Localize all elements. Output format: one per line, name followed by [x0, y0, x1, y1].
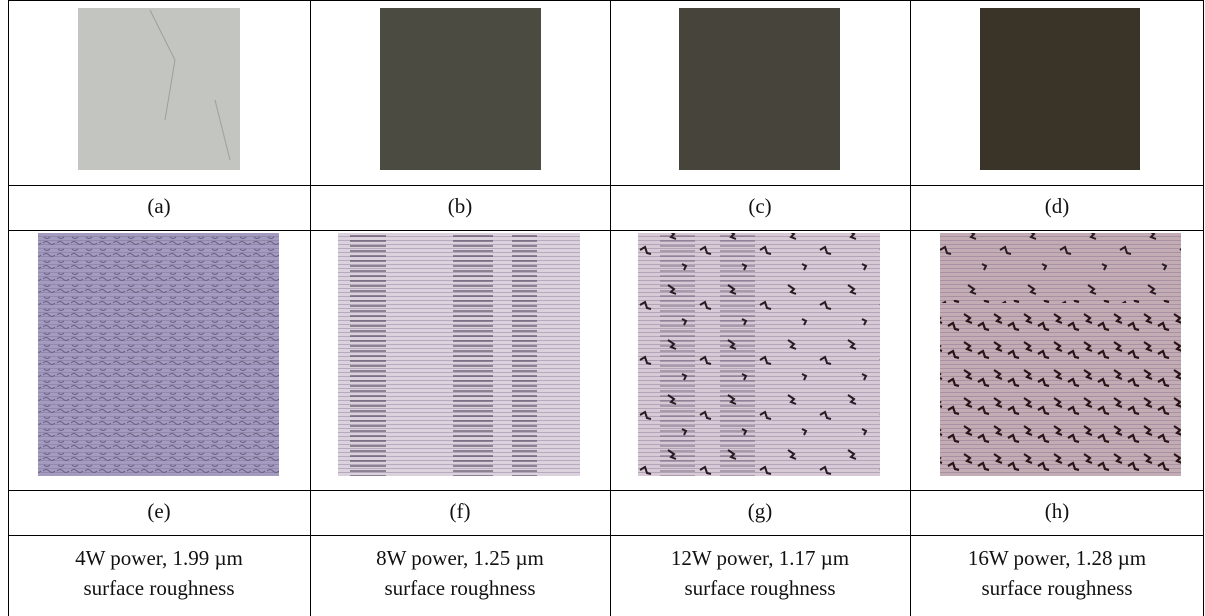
micrograph-f	[338, 233, 580, 476]
caption: 16W power, 1.28 µm	[968, 546, 1146, 570]
caption: surface roughness	[83, 576, 234, 600]
photo-a	[78, 8, 240, 170]
caption: surface roughness	[384, 576, 535, 600]
photo-d	[980, 8, 1140, 170]
micrograph-h	[940, 233, 1181, 476]
micrograph-e	[38, 233, 279, 476]
panel-label: (c)	[748, 194, 771, 218]
panel-label: (a)	[147, 194, 170, 218]
panel-label: (e)	[147, 499, 170, 523]
caption: 4W power, 1.99 µm	[75, 546, 243, 570]
caption: surface roughness	[684, 576, 835, 600]
caption: 12W power, 1.17 µm	[671, 546, 849, 570]
table-rules	[8, 0, 1204, 616]
caption: 8W power, 1.25 µm	[376, 546, 544, 570]
panel-label: (d)	[1045, 194, 1070, 218]
panel-label: (b)	[448, 194, 473, 218]
micrograph-g	[638, 233, 880, 476]
panel-label: (g)	[748, 499, 773, 523]
panel-label: (h)	[1045, 499, 1070, 523]
panel-label: (f)	[450, 499, 471, 523]
photo-c	[679, 8, 840, 170]
caption: surface roughness	[981, 576, 1132, 600]
photo-b	[380, 8, 541, 170]
